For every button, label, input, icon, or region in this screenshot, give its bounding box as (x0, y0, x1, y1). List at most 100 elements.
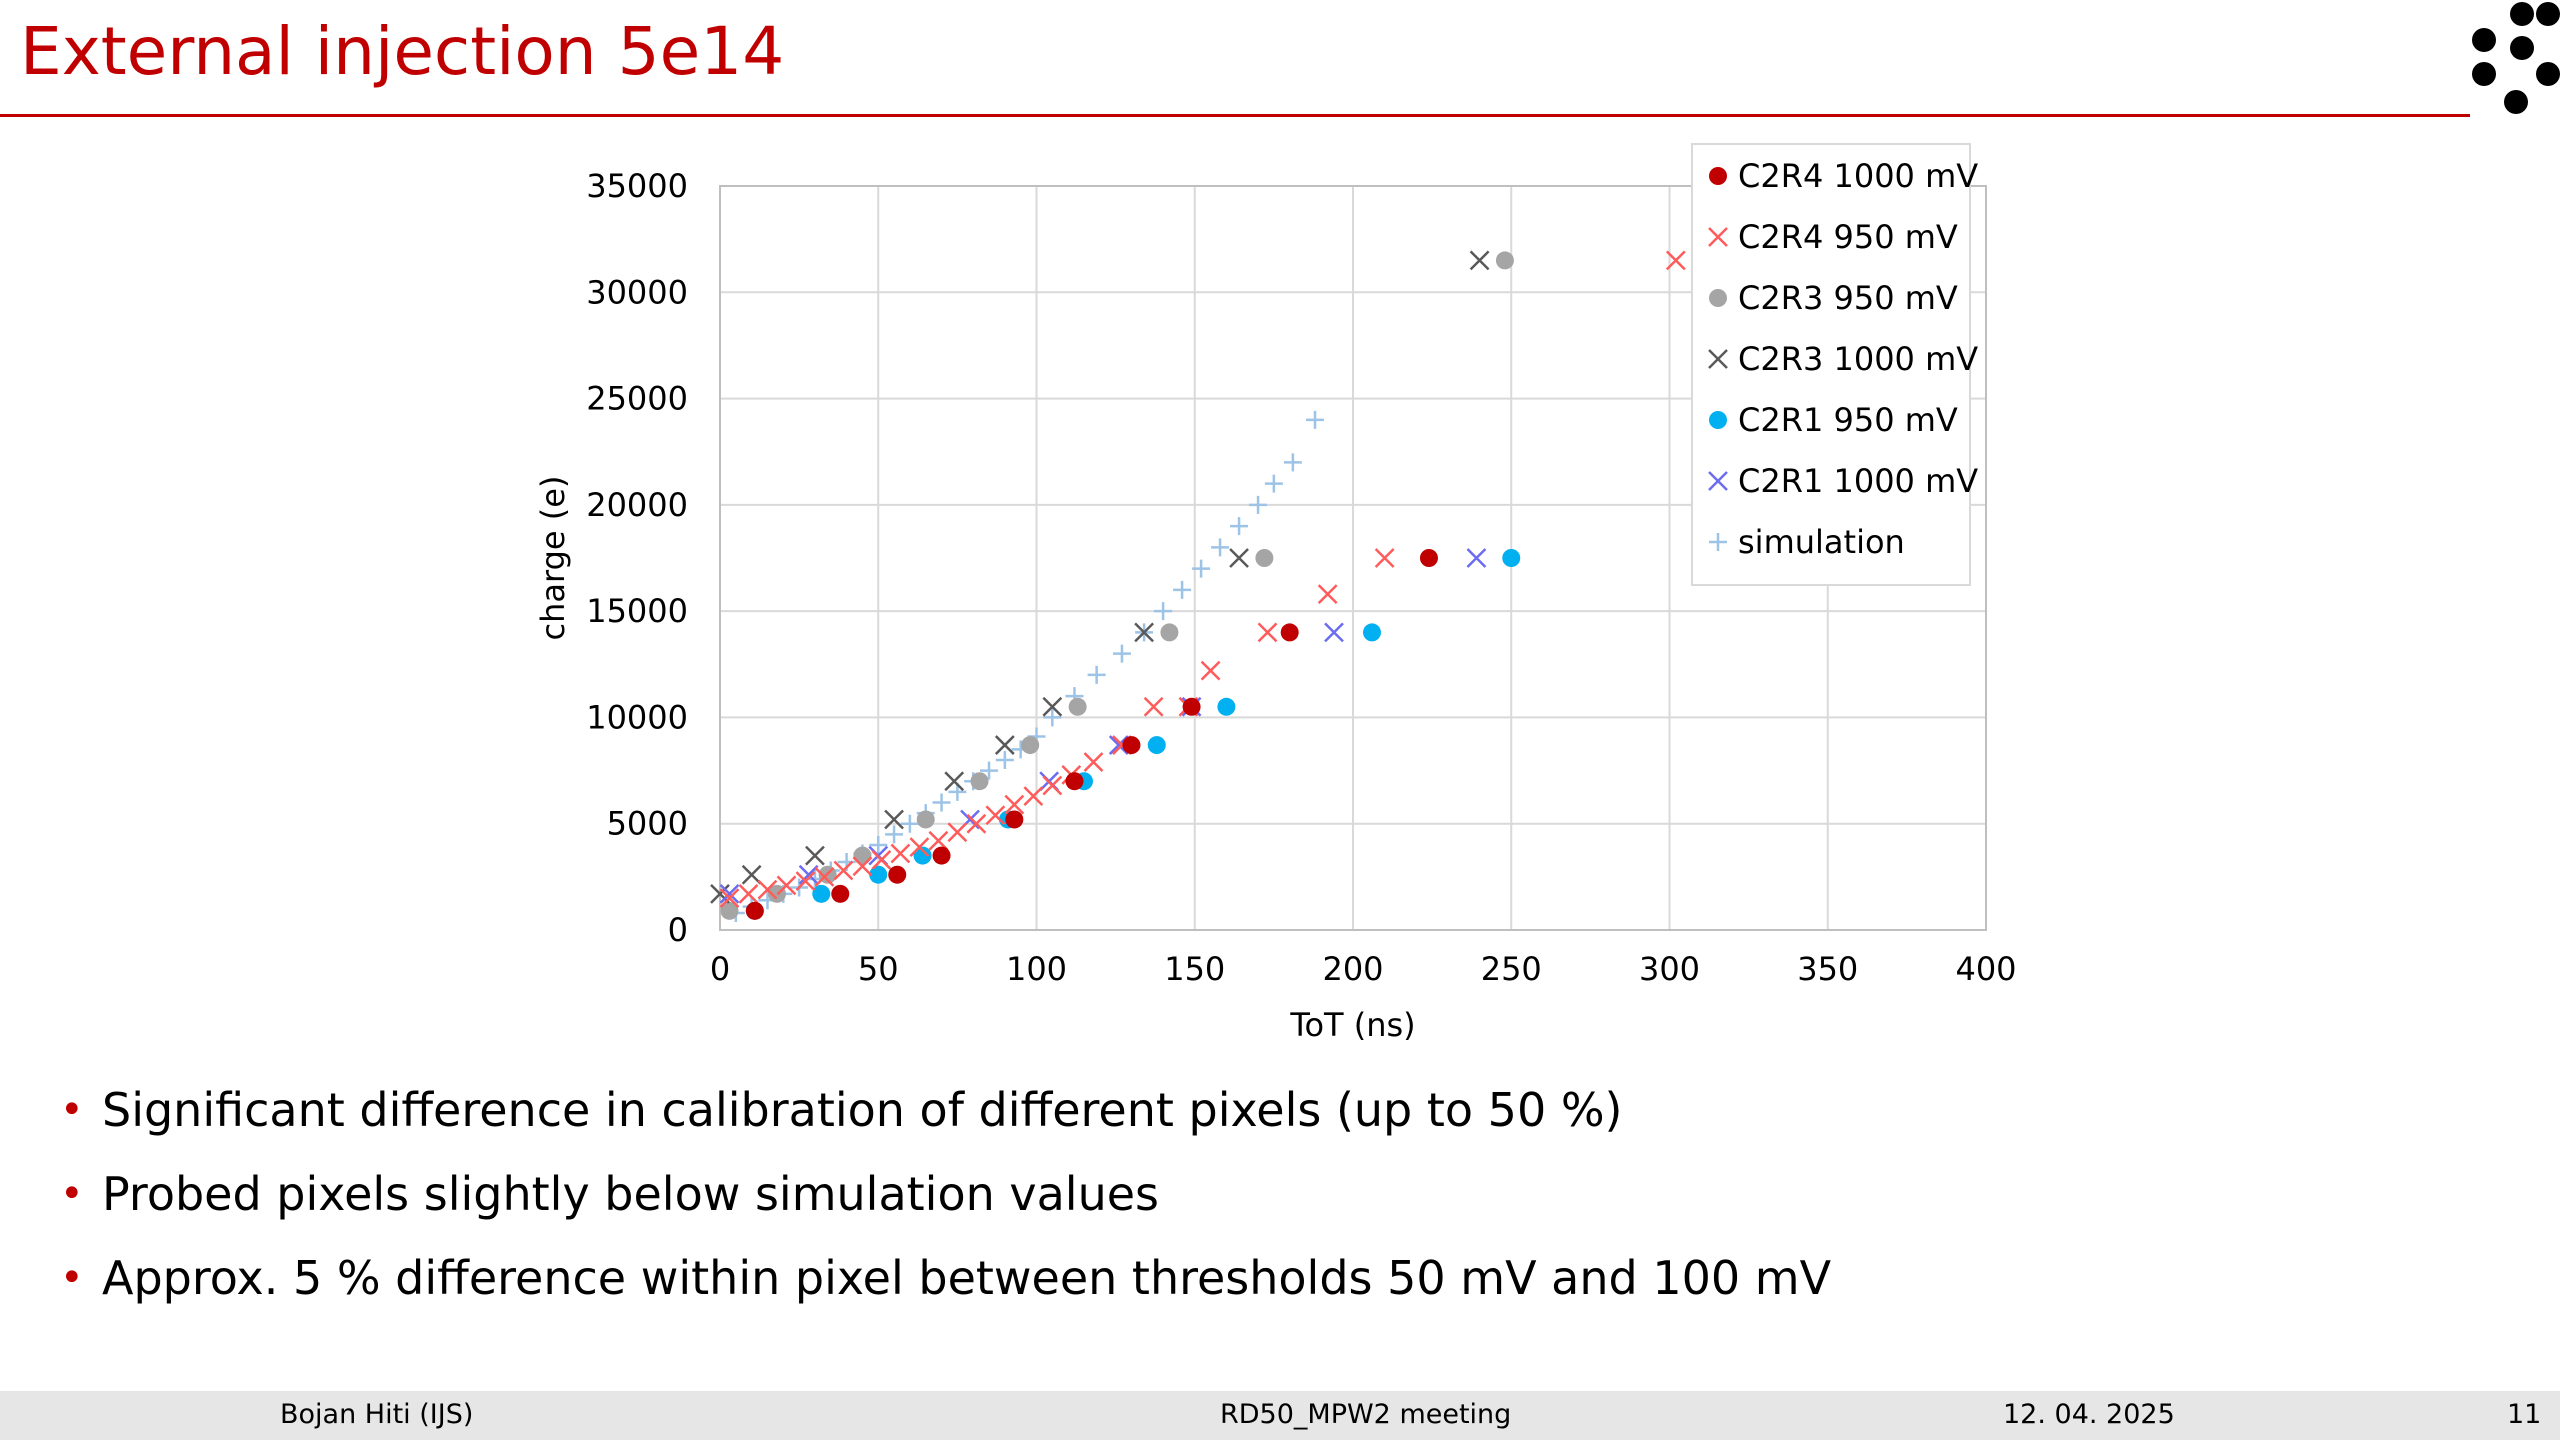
data-point (980, 761, 999, 780)
legend-label: C2R4 1000 mV (1738, 157, 1978, 195)
plot-area-border (719, 185, 1987, 931)
data-point (1317, 584, 1338, 605)
data-point (795, 871, 816, 891)
data-point (1257, 622, 1278, 643)
data-point (1182, 697, 1201, 716)
data-point (1230, 517, 1249, 536)
y-tick-label: 35000 (586, 167, 688, 205)
data-point (757, 879, 778, 900)
legend-marker (1709, 533, 1727, 551)
data-point (1255, 549, 1274, 567)
charge-vs-tot-chart: 0 50 100 150 200 250 300 350 400 0 5000 10000 15000 2… (534, 143, 2017, 1044)
bullet-item: Approx. 5 % difference within pixel betw… (60, 1243, 1831, 1327)
data-point (1229, 548, 1249, 568)
data-point (932, 793, 951, 812)
data-point (994, 735, 1015, 755)
x-axis-title: ToT (ns) (1289, 1006, 1415, 1044)
x-tick-label: 400 (1955, 950, 2016, 988)
data-point (985, 805, 1006, 826)
data-point (1160, 623, 1179, 642)
y-tick-label: 10000 (586, 698, 688, 736)
data-point (745, 901, 764, 920)
y-axis-title: charge (e) (534, 476, 572, 641)
x-tick-label: 50 (858, 950, 899, 988)
data-point (853, 846, 872, 865)
data-point (1042, 775, 1063, 796)
legend-label: C2R3 950 mV (1738, 279, 1958, 317)
data-point (913, 846, 932, 865)
data-point (932, 846, 951, 865)
x-tick-label: 300 (1639, 950, 1700, 988)
data-point (1134, 622, 1154, 643)
x-tick-label: 100 (1006, 950, 1067, 988)
data-point (1042, 696, 1063, 717)
x-tick-label: 200 (1322, 950, 1383, 988)
data-point (944, 771, 965, 792)
data-point (1306, 410, 1325, 429)
data-point (1665, 250, 1686, 271)
x-tick-label: 250 (1481, 950, 1542, 988)
data-point (831, 884, 850, 903)
data-point (1065, 772, 1084, 791)
data-point (1362, 623, 1381, 642)
data-point (1005, 810, 1024, 829)
bullet-item: Probed pixels slightly below simulation … (60, 1159, 1831, 1243)
data-point (909, 837, 930, 857)
data-point (1021, 736, 1040, 755)
legend-label: C2R4 950 mV (1738, 218, 1958, 256)
data-point (1249, 495, 1268, 514)
data-point (1154, 602, 1173, 621)
data-point (1173, 580, 1192, 599)
data-point (1469, 250, 1490, 271)
data-point (1143, 696, 1164, 717)
y-tick-label: 5000 (607, 805, 688, 843)
data-point (833, 860, 854, 881)
legend-label: C2R1 950 mV (1738, 401, 1958, 439)
data-point (1502, 549, 1521, 567)
data-point (1004, 794, 1025, 815)
x-tick-label: 0 (710, 950, 730, 988)
bullet-list: Significant difference in calibration of… (60, 1075, 1831, 1327)
data-point (814, 866, 835, 887)
title-divider (0, 114, 2470, 117)
data-point (741, 864, 762, 885)
data-point (1147, 736, 1166, 755)
data-point (1217, 697, 1236, 716)
data-point (1211, 538, 1230, 557)
data-point (1122, 736, 1141, 755)
data-point (970, 772, 989, 791)
data-point (890, 843, 911, 864)
data-point (1200, 660, 1221, 681)
data-point (871, 849, 892, 870)
data-point (719, 888, 740, 908)
data-point (885, 825, 904, 844)
data-point (888, 865, 907, 884)
data-point (812, 884, 831, 903)
data-point (1264, 474, 1283, 493)
dot-cluster-logo-icon (2472, 2, 2560, 114)
data-point (1324, 622, 1344, 643)
data-point (1043, 708, 1062, 727)
legend-marker (1708, 471, 1728, 491)
data-point (1419, 549, 1438, 567)
data-point (995, 750, 1014, 769)
data-point (1087, 665, 1106, 684)
x-tick-label: 350 (1797, 950, 1858, 988)
footer-meeting: RD50_MPW2 meeting (1220, 1399, 1512, 1430)
data-point (805, 845, 825, 866)
y-tick-label: 0 (668, 911, 688, 949)
data-point (1466, 548, 1487, 568)
data-point (928, 830, 949, 851)
data-point (720, 901, 739, 920)
legend-marker (1709, 411, 1727, 429)
data-point (776, 875, 797, 896)
data-point (1192, 559, 1211, 578)
legend-marker (1708, 227, 1728, 247)
y-tick-label: 25000 (586, 380, 688, 418)
data-point (900, 814, 919, 833)
y-tick-label: 15000 (586, 592, 688, 630)
data-point (1023, 786, 1044, 806)
data-point (1283, 453, 1302, 472)
bullet-item: Significant difference in calibration of… (60, 1075, 1831, 1159)
data-point (1083, 752, 1104, 772)
